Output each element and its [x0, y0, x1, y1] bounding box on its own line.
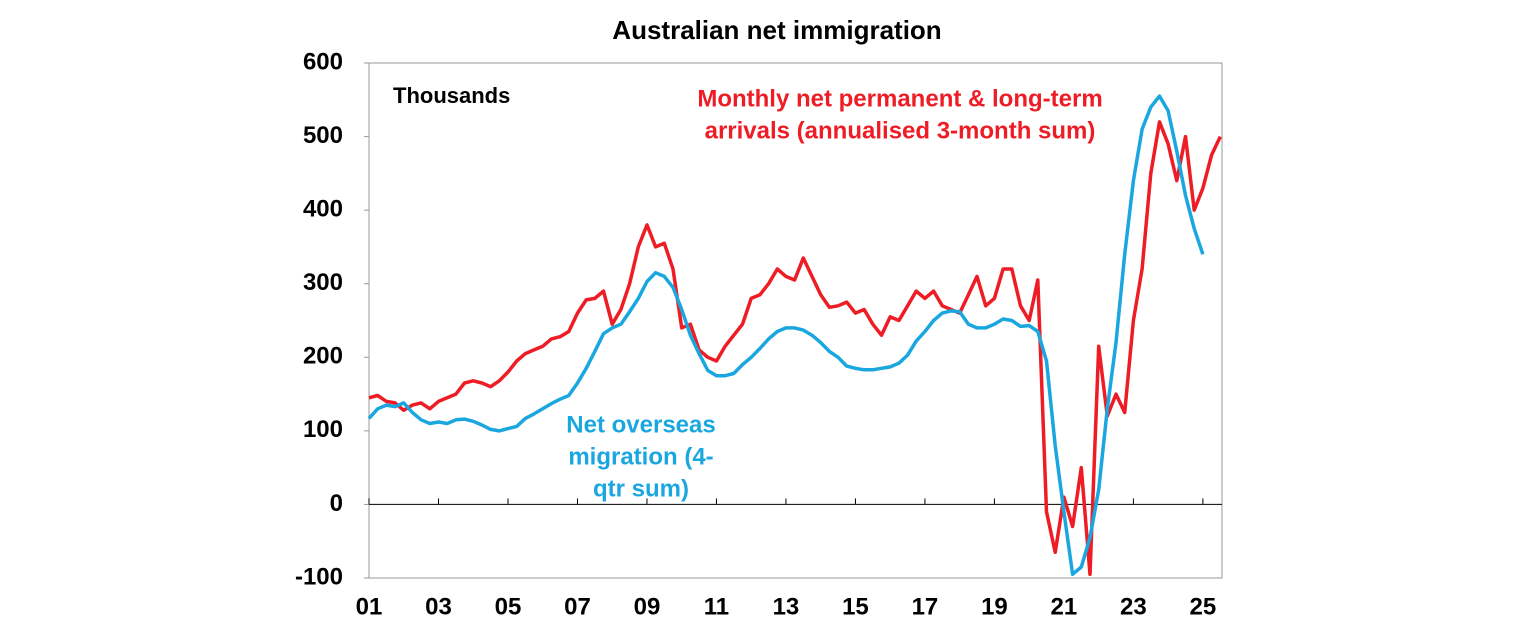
series-line: [367, 94, 1205, 577]
x-tick-label: 15: [842, 593, 869, 620]
x-tick-label: 23: [1120, 593, 1147, 620]
series-label: Monthly net permanent & long-term: [697, 85, 1102, 112]
x-tick-label: 11: [704, 593, 729, 620]
x-tick-label: 01: [356, 593, 383, 620]
y-tick-label: 200: [303, 343, 343, 370]
y-tick-label: 0: [330, 490, 343, 517]
y-tick-label: 300: [303, 269, 343, 296]
x-tick-label: 03: [425, 593, 452, 620]
plot-frame: [368, 62, 1223, 579]
y-tick-label: 400: [303, 195, 343, 222]
y-tick-label: 500: [303, 122, 343, 149]
annotation: Thousands: [393, 83, 510, 108]
x-tick-label: 21: [1051, 593, 1078, 620]
x-tick-label: 09: [634, 593, 661, 620]
x-tick-label: 25: [1190, 593, 1217, 620]
x-tick-label: 07: [564, 593, 591, 620]
y-tick-label: 600: [303, 48, 343, 75]
series-line: [368, 120, 1222, 577]
x-tick-label: 05: [495, 593, 522, 620]
x-tick-label: 19: [981, 593, 1008, 620]
x-tick-label: 13: [773, 593, 800, 620]
y-tick-label: -100: [295, 563, 343, 590]
series-label: Net overseas: [566, 411, 715, 438]
series-label: migration (4-: [568, 443, 713, 470]
chart-title: Australian net immigration: [612, 15, 941, 45]
series-label: arrivals (annualised 3-month sum): [705, 117, 1096, 144]
x-tick-label: 17: [912, 593, 939, 620]
series-label: qtr sum): [593, 475, 689, 502]
y-tick-label: 100: [303, 416, 343, 443]
